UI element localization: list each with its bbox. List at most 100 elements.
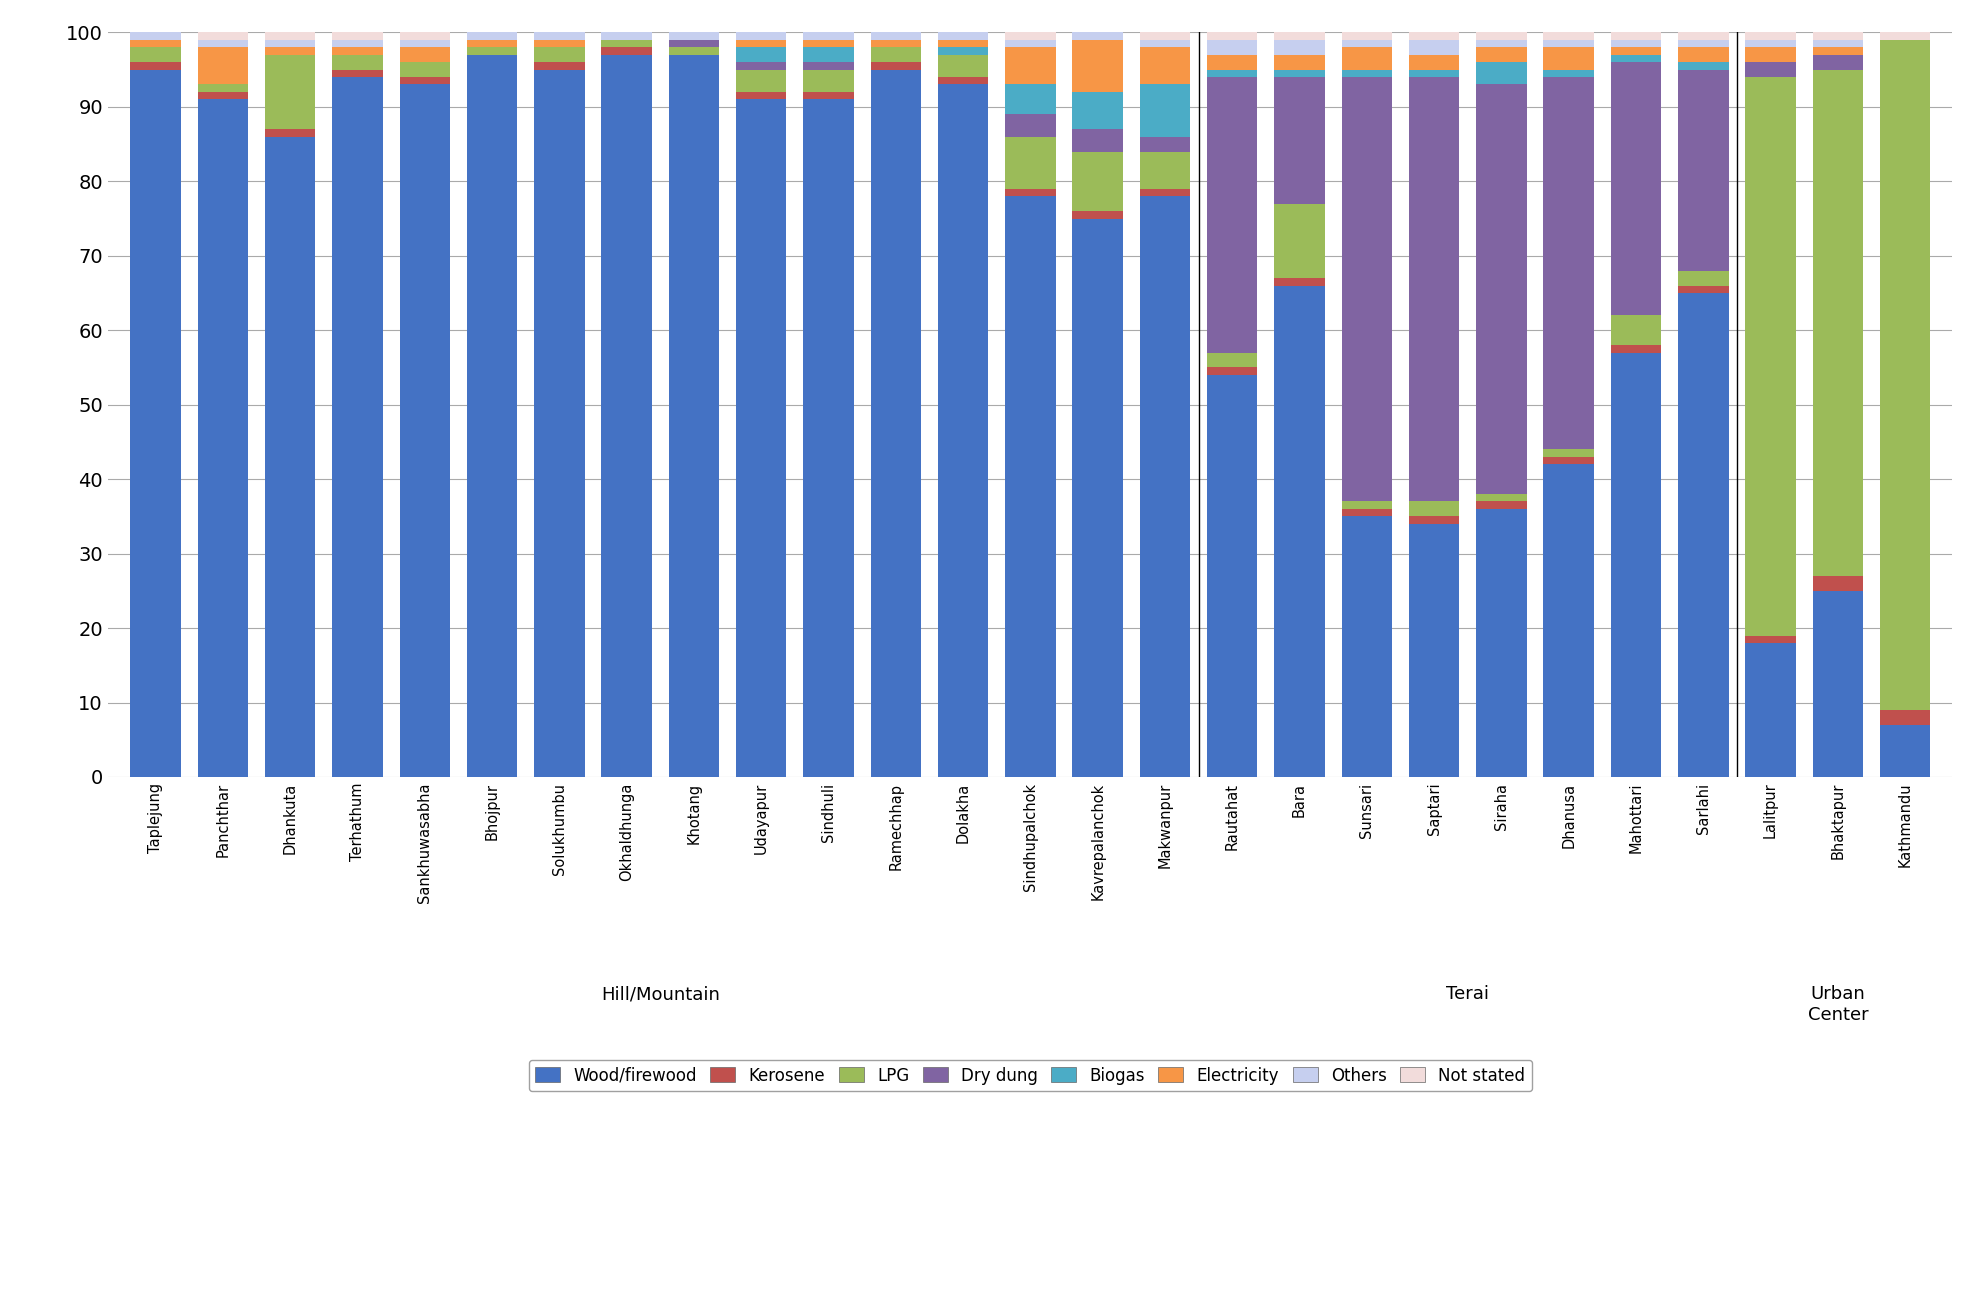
Bar — [1207, 40, 1258, 54]
Bar — [534, 70, 584, 777]
Bar — [1274, 286, 1325, 777]
Bar — [400, 62, 450, 78]
Bar — [534, 40, 584, 47]
Bar — [1140, 47, 1191, 84]
Bar — [1140, 136, 1191, 152]
Bar — [1274, 40, 1325, 54]
Bar — [331, 40, 383, 47]
Bar — [1274, 70, 1325, 78]
Bar — [1812, 54, 1864, 70]
Bar — [736, 62, 787, 70]
Bar — [1611, 62, 1660, 315]
Bar — [1006, 114, 1055, 136]
Bar — [939, 32, 988, 40]
Bar — [1341, 40, 1392, 47]
Bar — [1678, 271, 1729, 286]
Bar — [1274, 32, 1325, 40]
Bar — [1477, 62, 1526, 84]
Bar — [1006, 197, 1055, 777]
Bar — [197, 47, 248, 84]
Bar — [1611, 32, 1660, 40]
Bar — [1274, 78, 1325, 203]
Bar — [870, 70, 921, 777]
Bar — [1611, 40, 1660, 47]
Bar — [1544, 464, 1593, 777]
Bar — [1879, 32, 1931, 40]
Bar — [1477, 509, 1526, 777]
Bar — [1812, 47, 1864, 54]
Bar — [534, 32, 584, 40]
Bar — [1341, 509, 1392, 517]
Bar — [939, 84, 988, 777]
Bar — [1207, 54, 1258, 70]
Bar — [1408, 70, 1459, 78]
Bar — [669, 54, 720, 777]
Bar — [1745, 78, 1796, 636]
Bar — [1678, 62, 1729, 70]
Bar — [1274, 278, 1325, 286]
Bar — [534, 47, 584, 62]
Bar — [1006, 40, 1055, 47]
Bar — [1477, 501, 1526, 509]
Bar — [130, 62, 181, 70]
Bar — [1544, 78, 1593, 449]
Bar — [1207, 376, 1258, 777]
Bar — [601, 54, 653, 777]
Bar — [1477, 495, 1526, 501]
Bar — [1678, 47, 1729, 62]
Bar — [197, 84, 248, 92]
Bar — [1408, 78, 1459, 501]
Bar — [331, 78, 383, 777]
Bar — [1544, 48, 1593, 70]
Bar — [331, 47, 383, 54]
Bar — [1207, 70, 1258, 78]
Bar — [1408, 517, 1459, 523]
Bar — [197, 40, 248, 47]
Bar — [1408, 54, 1459, 70]
Bar — [1341, 78, 1392, 501]
Bar — [1140, 152, 1191, 189]
Bar — [534, 62, 584, 70]
Bar — [264, 32, 316, 40]
Bar — [467, 40, 517, 47]
Bar — [870, 32, 921, 40]
Bar — [736, 40, 787, 47]
Bar — [939, 78, 988, 84]
Bar — [1678, 40, 1729, 47]
Bar — [1207, 368, 1258, 376]
Bar — [1611, 54, 1660, 62]
Bar — [939, 54, 988, 78]
Bar — [1745, 32, 1796, 40]
Bar — [669, 32, 720, 40]
Bar — [1073, 40, 1122, 92]
Bar — [264, 136, 316, 777]
Bar — [264, 54, 316, 130]
Bar — [1678, 293, 1729, 777]
Bar — [467, 54, 517, 777]
Bar — [467, 32, 517, 40]
Bar — [130, 70, 181, 777]
Bar — [1812, 591, 1864, 777]
Bar — [736, 100, 787, 777]
Bar — [1477, 32, 1526, 40]
Bar — [1678, 32, 1729, 40]
Bar — [1812, 70, 1864, 576]
Bar — [803, 100, 854, 777]
Bar — [870, 47, 921, 62]
Bar — [803, 92, 854, 100]
Bar — [1812, 576, 1864, 591]
Bar — [669, 47, 720, 54]
Bar — [803, 32, 854, 40]
Bar — [1745, 47, 1796, 62]
Bar — [1879, 710, 1931, 725]
Bar — [130, 32, 181, 40]
Bar — [1879, 40, 1931, 710]
Bar — [1140, 189, 1191, 197]
Bar — [1611, 47, 1660, 54]
Bar — [803, 62, 854, 70]
Bar — [1274, 203, 1325, 278]
Bar — [400, 84, 450, 777]
Bar — [264, 130, 316, 136]
Bar — [1207, 32, 1258, 40]
Bar — [1341, 70, 1392, 78]
